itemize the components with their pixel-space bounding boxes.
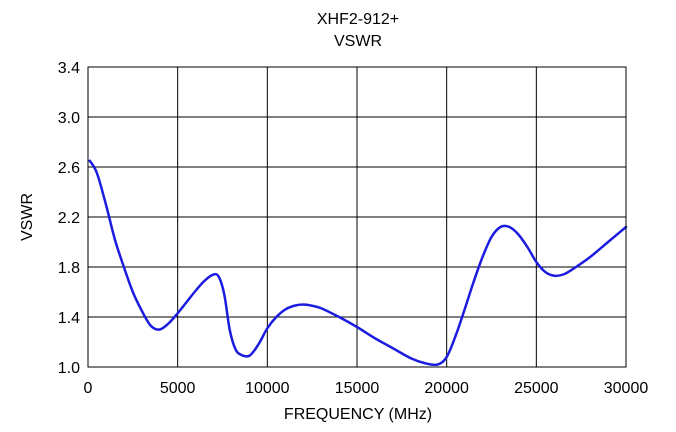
- y-tick-labels: 1.0 1.4 1.8 2.2 2.6 3.0 3.4: [58, 60, 80, 377]
- y-tick-label-6: 3.4: [58, 60, 80, 77]
- x-tick-labels: 0 5000 10000 15000 20000 25000 30000: [84, 380, 649, 397]
- x-tick-label-4: 20000: [424, 380, 469, 397]
- y-tick-label-3: 2.2: [58, 210, 80, 227]
- y-tick-label-4: 2.6: [58, 160, 80, 177]
- y-tick-label-1: 1.4: [58, 310, 80, 327]
- series-line-vswr: [88, 159, 628, 367]
- x-tick-label-1: 5000: [160, 380, 196, 397]
- x-tick-label-6: 30000: [604, 380, 649, 397]
- plot-frame: [87, 66, 627, 368]
- chart-title: XHF2-912+: [317, 11, 399, 28]
- y-axis-label: VSWR: [19, 193, 36, 241]
- x-tick-label-0: 0: [84, 380, 93, 397]
- chart-subtitle: VSWR: [334, 33, 382, 50]
- x-tick-label-5: 25000: [514, 380, 559, 397]
- y-tick-label-0: 1.0: [58, 360, 80, 377]
- x-tick-label-3: 15000: [335, 380, 380, 397]
- series-group: [88, 159, 628, 367]
- y-tick-label-2: 1.8: [58, 260, 80, 277]
- x-axis-label: FREQUENCY (MHz): [284, 406, 432, 423]
- x-tick-label-2: 10000: [245, 380, 290, 397]
- y-tick-label-5: 3.0: [58, 110, 80, 127]
